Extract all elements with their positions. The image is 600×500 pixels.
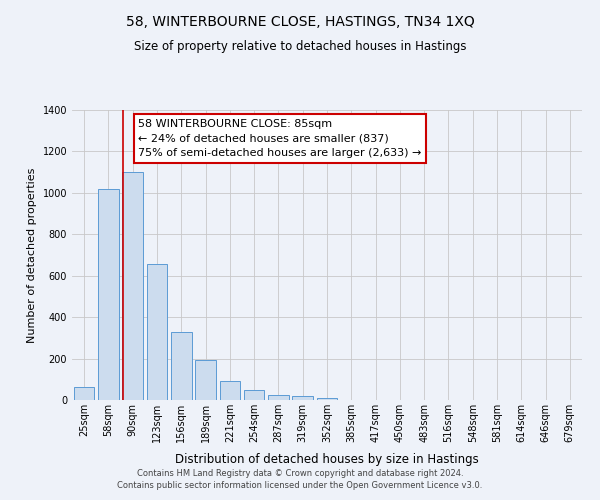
Bar [171,332,191,400]
Bar [98,188,119,400]
Text: 58, WINTERBOURNE CLOSE, HASTINGS, TN34 1XQ: 58, WINTERBOURNE CLOSE, HASTINGS, TN34 1… [125,15,475,29]
Bar [317,398,337,400]
Text: Size of property relative to detached houses in Hastings: Size of property relative to detached ho… [134,40,466,53]
Y-axis label: Number of detached properties: Number of detached properties [27,168,37,342]
Bar [244,390,265,400]
Bar [146,264,167,400]
Bar [74,386,94,400]
Text: 58 WINTERBOURNE CLOSE: 85sqm
← 24% of detached houses are smaller (837)
75% of s: 58 WINTERBOURNE CLOSE: 85sqm ← 24% of de… [139,118,422,158]
Bar [195,360,216,400]
X-axis label: Distribution of detached houses by size in Hastings: Distribution of detached houses by size … [175,454,479,466]
Bar [122,172,143,400]
Bar [292,396,313,400]
Bar [220,382,240,400]
Text: Contains HM Land Registry data © Crown copyright and database right 2024.
Contai: Contains HM Land Registry data © Crown c… [118,468,482,490]
Bar [268,395,289,400]
